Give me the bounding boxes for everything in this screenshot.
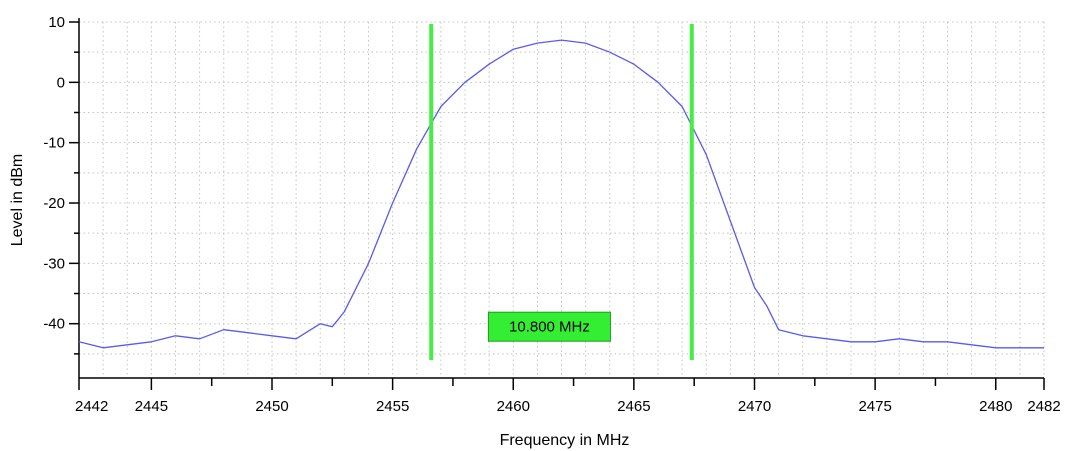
annotation-layer: 10.800 MHz [487,311,611,342]
spectrum-trace [78,39,1044,349]
y-tick-label: -30 [43,255,65,272]
y-tick-label: -20 [43,195,65,212]
x-axis-title: Frequency in MHz [500,432,630,449]
x-tick-label: 2480 [979,398,1012,415]
x-tick-label: 2455 [376,398,409,415]
y-tick-label: 0 [57,74,65,91]
axes: 10 0 -10 -20 -30 -40 2442 2445 2450 2455 2460 2465 2… [43,14,1060,415]
x-tick-label: 2445 [135,398,168,415]
x-tick-label: 2465 [617,398,650,415]
y-tick-label: 10 [48,14,65,31]
bandwidth-label: 10.800 MHz [509,319,590,336]
series-layer [78,39,1044,349]
x-tick-label: 2442 [75,398,108,415]
y-axis-title: Level in dBm [9,154,26,247]
x-tick-label: 2475 [858,398,891,415]
x-tick-label: 2482 [1027,398,1060,415]
x-tick-label: 2470 [738,398,771,415]
y-tick-label: -40 [43,316,65,333]
x-tick-label: 2450 [255,398,288,415]
grid [78,21,1045,378]
bandwidth-label-box [487,311,611,342]
y-tick-label: -10 [43,135,65,152]
marker-layer [429,24,694,360]
x-tick-label: 2460 [497,398,530,415]
